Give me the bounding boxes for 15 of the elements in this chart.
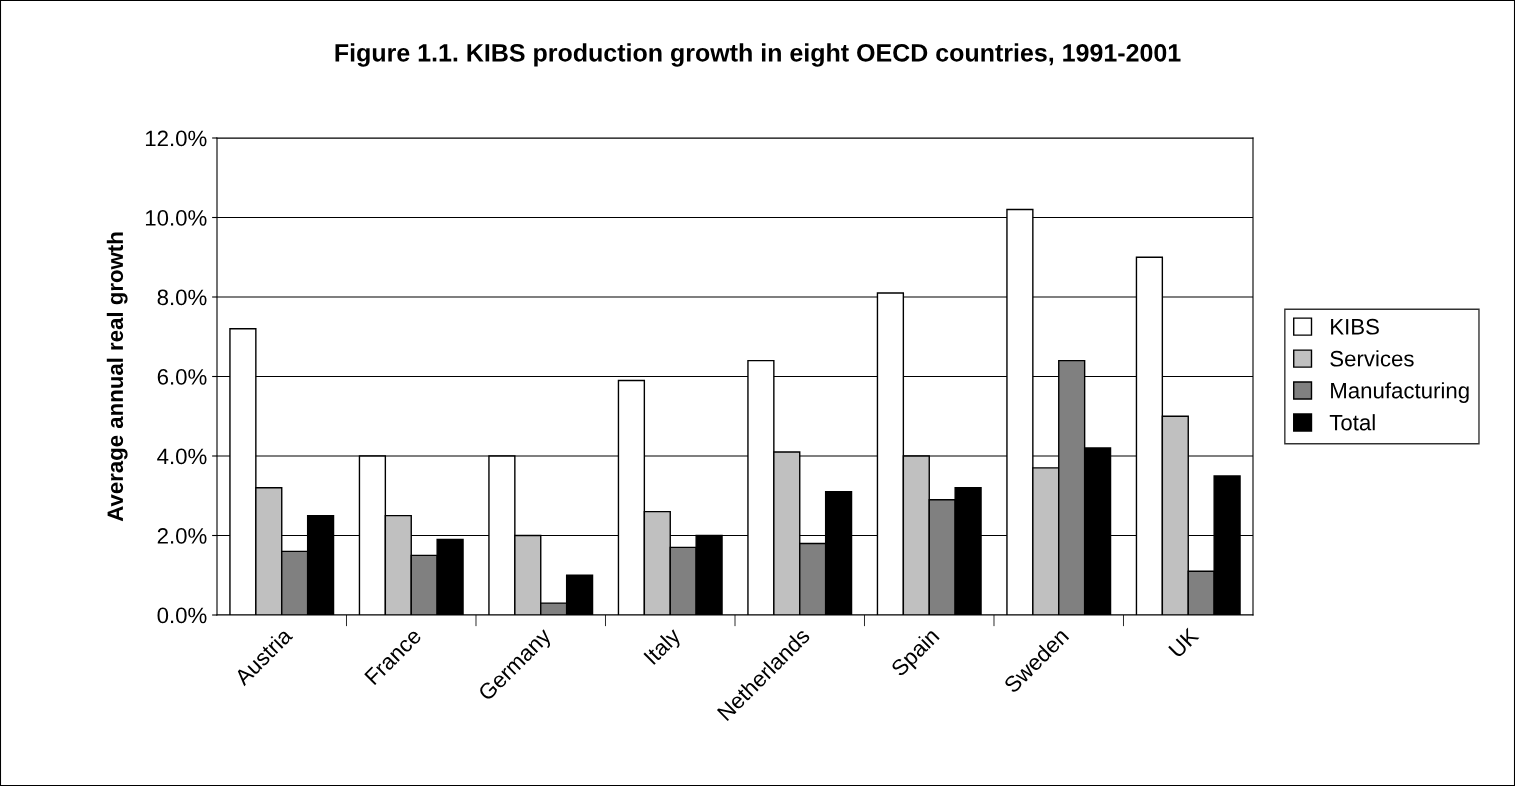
y-tick-label: 2.0% bbox=[157, 528, 207, 544]
y-tick-label: 10.0% bbox=[145, 210, 207, 226]
y-tick-label: 8.0% bbox=[157, 289, 207, 306]
x-tick-label: UK bbox=[1168, 626, 1200, 659]
y-tick-label: 4.0% bbox=[157, 448, 207, 465]
legend-label: Manufacturing bbox=[1331, 382, 1469, 403]
y-tick-label: 6.0% bbox=[157, 369, 207, 385]
legend-label: Services bbox=[1330, 350, 1414, 367]
y-tick-label: 0.0% bbox=[157, 607, 207, 624]
legend-label: KIBS bbox=[1331, 318, 1379, 335]
x-tick-label: Italy bbox=[642, 626, 685, 669]
chart-title: Figure 1.1. KIBS production growth in eight OECD countries, 1991-2001 bbox=[335, 43, 1181, 67]
y-axis-title: Average annual real growth bbox=[106, 232, 128, 522]
legend-label: Total bbox=[1329, 414, 1375, 431]
y-tick-label: 12.0% bbox=[145, 130, 207, 147]
